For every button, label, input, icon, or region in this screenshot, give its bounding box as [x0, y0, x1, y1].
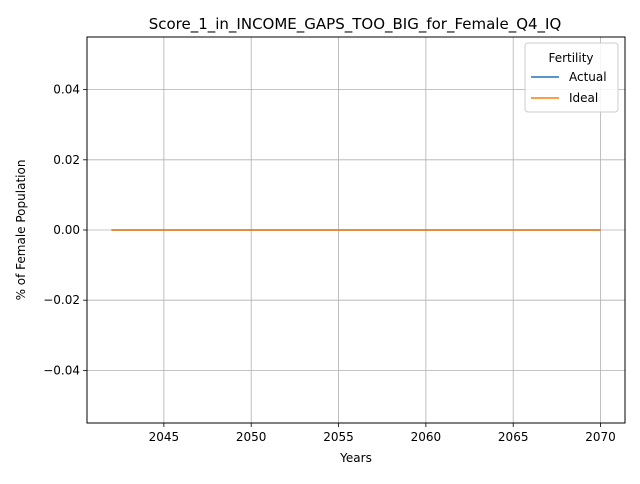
x-tick-label: 2065	[498, 430, 529, 444]
x-axis-label: Years	[339, 451, 372, 465]
y-tick-label: 0.02	[53, 153, 80, 167]
y-tick-label: 0.04	[53, 83, 80, 97]
y-tick-label: 0.00	[53, 223, 80, 237]
y-axis-label: % of Female Population	[14, 160, 28, 301]
x-axis-ticks: 2045 2050 2055 2060 2065 2070	[149, 423, 616, 444]
x-tick-label: 2060	[411, 430, 442, 444]
x-tick-label: 2070	[585, 430, 616, 444]
legend-title: Fertility	[548, 51, 593, 65]
x-tick-label: 2055	[323, 430, 354, 444]
chart-title: Score_1_in_INCOME_GAPS_TOO_BIG_for_Femal…	[149, 15, 562, 34]
x-tick-label: 2045	[149, 430, 180, 444]
y-tick-label: −0.04	[43, 363, 80, 377]
y-tick-label: −0.02	[43, 293, 80, 307]
legend: Fertility Actual Ideal	[524, 42, 619, 113]
y-axis-ticks: −0.04 −0.02 0.00 0.02 0.04	[43, 83, 87, 377]
legend-label-ideal: Ideal	[569, 91, 598, 105]
legend-box	[524, 42, 619, 113]
x-tick-label: 2050	[236, 430, 267, 444]
legend-label-actual: Actual	[569, 70, 607, 84]
